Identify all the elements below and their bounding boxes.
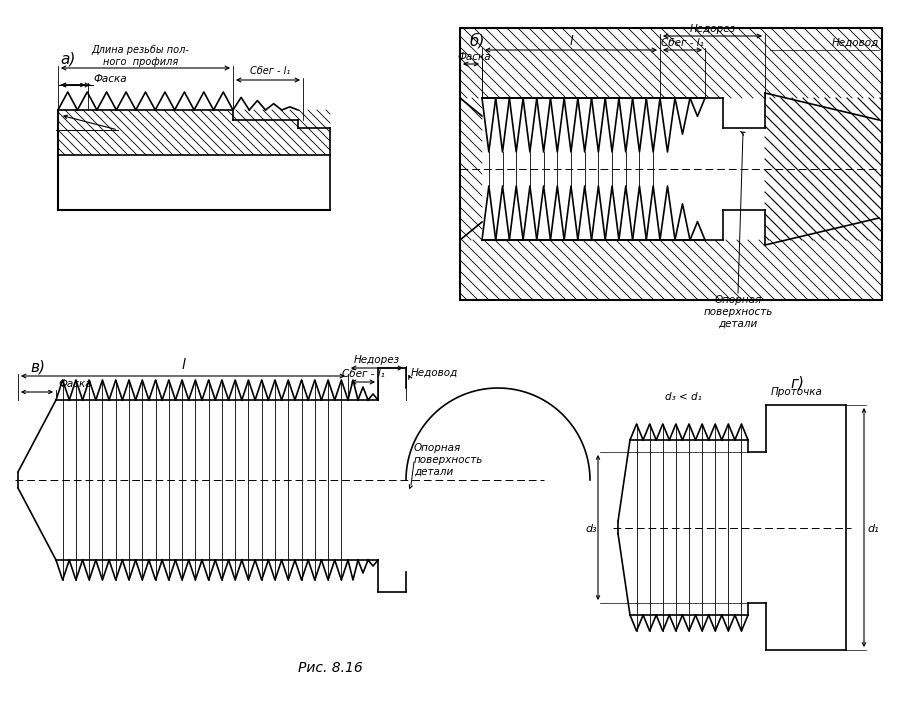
Text: d₃: d₃	[585, 524, 597, 534]
Text: d₃ < d₁: d₃ < d₁	[665, 392, 702, 402]
Text: Недовод: Недовод	[411, 368, 458, 378]
Text: Недорез: Недорез	[354, 355, 400, 365]
Text: Сбег - l₁: Сбег - l₁	[251, 66, 290, 76]
Text: Фаска: Фаска	[93, 74, 126, 84]
Text: в): в)	[30, 360, 45, 375]
Text: а): а)	[60, 52, 76, 67]
Text: Проточка: Проточка	[771, 387, 823, 397]
Text: г): г)	[790, 375, 804, 390]
Text: d₁: d₁	[867, 524, 879, 534]
Text: б): б)	[470, 33, 485, 49]
Text: Рис. 8.16: Рис. 8.16	[298, 661, 363, 675]
Text: Фаска: Фаска	[58, 379, 92, 389]
Text: Опорная
поверхность
детали: Опорная поверхность детали	[414, 444, 483, 477]
Text: Сбег - l₁: Сбег - l₁	[342, 369, 384, 379]
Bar	[460, 28, 882, 300]
Text: l: l	[569, 35, 573, 48]
Text: Опорная
поверхность
детали: Опорная поверхность детали	[704, 295, 773, 328]
Text: Недовод: Недовод	[832, 38, 879, 48]
Bar	[58, 155, 330, 210]
Text: Фаска: Фаска	[457, 52, 491, 62]
Text: Длина резьбы пол-
ного  профиля: Длина резьбы пол- ного профиля	[92, 45, 189, 67]
Text: Недорез: Недорез	[689, 24, 735, 34]
Text: l: l	[181, 358, 185, 372]
Bar	[58, 110, 330, 155]
Text: Сбег - l₁: Сбег - l₁	[661, 38, 704, 48]
